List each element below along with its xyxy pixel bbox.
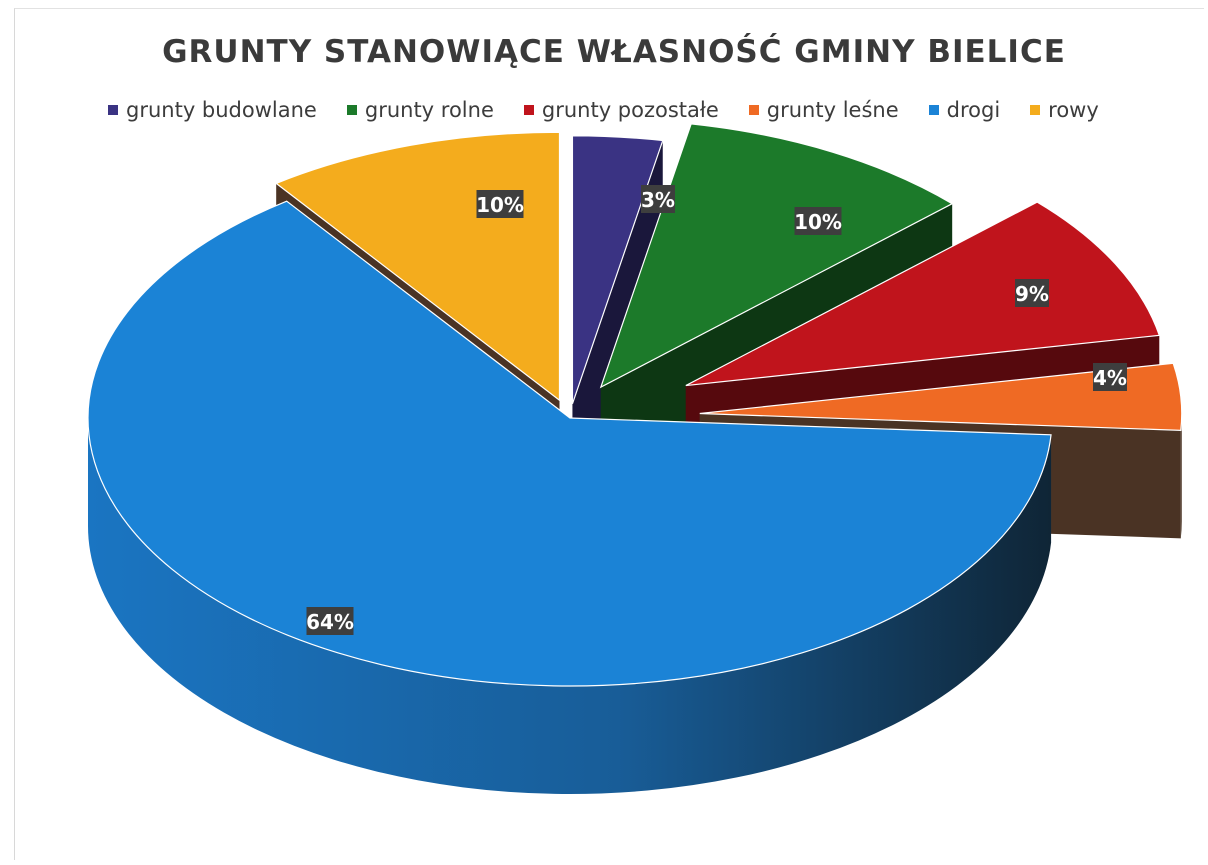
slice-grunty-rolne	[599, 123, 954, 389]
data-label-grunty-rolne: 10%	[794, 207, 842, 235]
legend-item-grunty-budowlane: grunty budowlane	[108, 98, 317, 122]
data-label-text: 10%	[794, 210, 842, 234]
slice-grunty-pozostale	[685, 201, 1161, 387]
legend-item-grunty-rolne: grunty rolne	[346, 98, 494, 122]
legend-label: grunty leśne	[766, 98, 899, 122]
legend-label: drogi	[946, 98, 1001, 122]
data-label-text: 9%	[1015, 282, 1049, 306]
chart-title: GRUNTY STANOWIĄCE WŁASNOŚĆ GMINY BIELICE	[162, 34, 1066, 70]
legend-label: grunty rolne	[364, 98, 494, 122]
slice-rim-grunty-lesne	[1180, 413, 1182, 539]
legend-item-drogi: drogi	[928, 98, 1001, 122]
data-label-text: 64%	[306, 610, 354, 634]
legend-swatch	[108, 105, 118, 115]
slice-rim-drogi	[88, 418, 1052, 795]
data-label-text: 10%	[476, 193, 524, 217]
data-label-text: 4%	[1093, 366, 1127, 390]
legend: grunty budowlane grunty rolne grunty pozos…	[108, 94, 1168, 126]
legend-swatch	[928, 105, 939, 115]
legend-swatch	[523, 105, 534, 115]
pie-labels: 3% 10% 9% 4% 64% 10%	[306, 185, 1127, 635]
data-label-grunty-pozostale: 9%	[1015, 279, 1049, 307]
legend-item-rowy: rowy	[1030, 98, 1099, 122]
legend-item-grunty-lesne: grunty leśne	[748, 98, 899, 122]
slice-grunty-lesne	[699, 362, 1183, 431]
data-label-grunty-lesne: 4%	[1093, 363, 1127, 391]
legend-item-grunty-pozostale: grunty pozostałe	[523, 98, 719, 122]
legend-swatch	[1030, 105, 1041, 115]
data-label-text: 3%	[641, 188, 675, 212]
slice-drogi	[87, 200, 1052, 687]
legend-swatch	[748, 105, 759, 115]
data-label-grunty-budowlane: 3%	[641, 185, 675, 213]
data-label-drogi: 64%	[306, 607, 354, 635]
pie-tops	[87, 123, 1183, 687]
legend-label: grunty pozostałe	[541, 98, 719, 122]
legend-swatch	[346, 105, 357, 115]
data-label-rowy: 10%	[476, 190, 524, 218]
slice-grunty-budowlane	[571, 135, 664, 404]
legend-label: rowy	[1048, 98, 1099, 122]
legend-label: grunty budowlane	[126, 98, 317, 122]
